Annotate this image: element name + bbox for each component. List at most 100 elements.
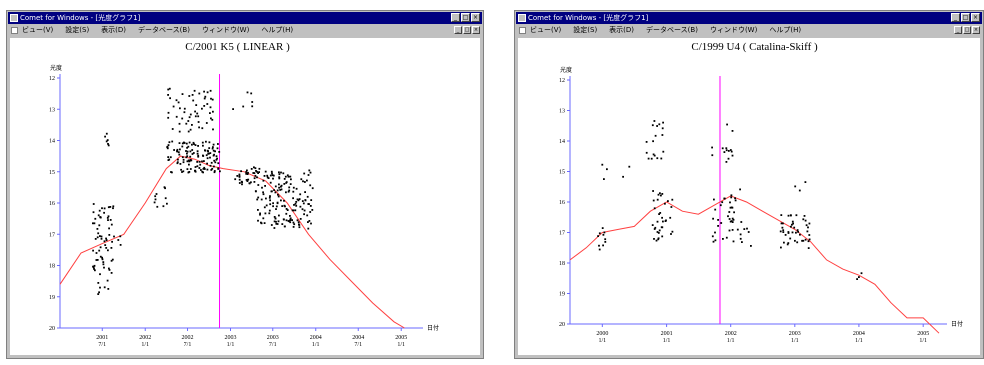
observation-point bbox=[112, 205, 115, 208]
observation-point bbox=[207, 152, 210, 155]
observation-point bbox=[177, 101, 180, 104]
observation-point bbox=[656, 220, 659, 223]
observation-point bbox=[201, 160, 203, 163]
menu-help[interactable]: ヘルプ(H) bbox=[261, 26, 294, 34]
menu-database[interactable]: データベース(B) bbox=[138, 26, 190, 34]
observation-point bbox=[660, 194, 662, 197]
observation-point bbox=[110, 247, 113, 249]
app-icon[interactable] bbox=[10, 14, 18, 22]
document-icon[interactable] bbox=[519, 27, 526, 34]
observation-point bbox=[739, 188, 741, 191]
observation-point bbox=[286, 209, 289, 211]
observation-point bbox=[269, 181, 272, 184]
observation-point bbox=[730, 220, 733, 222]
menu-view[interactable]: ビュー(V) bbox=[22, 26, 54, 34]
observation-point bbox=[287, 175, 290, 178]
observation-point bbox=[105, 239, 108, 241]
observation-point bbox=[278, 214, 280, 217]
menu-display[interactable]: 表示(D) bbox=[609, 26, 635, 34]
doc-minimize-button[interactable]: _ bbox=[954, 26, 962, 34]
x-tick-label: 7/1 bbox=[269, 342, 277, 348]
observation-point bbox=[218, 151, 221, 153]
observation-point bbox=[101, 258, 104, 261]
minimize-button[interactable]: _ bbox=[451, 13, 460, 22]
menu-view[interactable]: ビュー(V) bbox=[530, 26, 562, 34]
observation-point bbox=[97, 232, 100, 235]
observation-point bbox=[267, 177, 270, 179]
close-button[interactable]: × bbox=[971, 13, 980, 22]
observation-point bbox=[729, 206, 732, 209]
observation-point bbox=[780, 246, 782, 249]
observation-point bbox=[197, 145, 199, 147]
observation-point bbox=[794, 185, 797, 188]
observation-point bbox=[189, 150, 192, 153]
observation-point bbox=[188, 171, 191, 173]
observation-point bbox=[309, 205, 312, 207]
observation-point bbox=[270, 224, 273, 226]
menu-window[interactable]: ウィンドウ(W) bbox=[709, 26, 758, 34]
y-tick-label: 20 bbox=[49, 326, 55, 332]
observation-point bbox=[722, 238, 724, 240]
observation-point bbox=[657, 232, 660, 234]
observation-point bbox=[206, 162, 208, 165]
menu-settings[interactable]: 設定(S) bbox=[573, 26, 598, 34]
observation-point bbox=[178, 153, 181, 156]
observation-point bbox=[292, 186, 295, 189]
observation-point bbox=[100, 235, 103, 238]
title-bar[interactable]: Comet for Windows - [光度グラフ1] _ □ × bbox=[8, 12, 482, 24]
observation-point bbox=[731, 154, 734, 157]
menu-database[interactable]: データベース(B) bbox=[646, 26, 698, 34]
maximize-button[interactable]: □ bbox=[461, 13, 470, 22]
observation-point bbox=[258, 167, 261, 170]
doc-restore-button[interactable]: □ bbox=[463, 26, 471, 34]
x-tick-label: 2001 bbox=[661, 331, 673, 337]
app-icon[interactable] bbox=[518, 14, 526, 22]
observation-point bbox=[189, 155, 192, 158]
x-tick-label: 1/1 bbox=[919, 338, 927, 344]
document-icon[interactable] bbox=[11, 27, 18, 34]
observation-point bbox=[100, 237, 103, 240]
title-bar[interactable]: Comet for Windows - [光度グラフ1] _ □ × bbox=[516, 12, 982, 24]
menu-help[interactable]: ヘルプ(H) bbox=[769, 26, 802, 34]
observation-point bbox=[651, 124, 654, 127]
doc-close-button[interactable]: × bbox=[472, 26, 480, 34]
observation-point bbox=[271, 172, 273, 175]
close-button[interactable]: × bbox=[471, 13, 480, 22]
observation-point bbox=[598, 244, 600, 247]
menu-display[interactable]: 表示(D) bbox=[101, 26, 127, 34]
observation-point bbox=[179, 148, 181, 151]
observation-point bbox=[802, 239, 805, 242]
observation-point bbox=[725, 147, 728, 150]
observation-point bbox=[95, 259, 98, 261]
observation-point bbox=[253, 166, 255, 169]
observation-point bbox=[197, 154, 200, 157]
observation-point bbox=[787, 231, 790, 233]
x-tick-label: 1/1 bbox=[855, 338, 863, 344]
observation-point bbox=[798, 189, 801, 192]
observation-point bbox=[262, 193, 265, 196]
observation-point bbox=[247, 178, 250, 181]
observation-point bbox=[782, 222, 784, 225]
observation-point bbox=[711, 154, 714, 157]
doc-minimize-button[interactable]: _ bbox=[454, 26, 462, 34]
observation-point bbox=[211, 167, 214, 170]
menu-window[interactable]: ウィンドウ(W) bbox=[201, 26, 250, 34]
observation-point bbox=[210, 161, 213, 164]
observation-point bbox=[729, 220, 732, 223]
minimize-button[interactable]: _ bbox=[951, 13, 960, 22]
observation-point bbox=[654, 226, 657, 229]
observation-point bbox=[309, 184, 312, 187]
y-tick-label: 19 bbox=[49, 295, 55, 301]
observation-point bbox=[273, 227, 276, 229]
doc-restore-button[interactable]: □ bbox=[963, 26, 971, 34]
menu-settings[interactable]: 設定(S) bbox=[65, 26, 90, 34]
observation-point bbox=[782, 231, 785, 233]
observation-point bbox=[258, 171, 260, 173]
observation-point bbox=[153, 201, 156, 204]
observation-point bbox=[156, 205, 159, 208]
observation-point bbox=[196, 112, 199, 115]
doc-close-button[interactable]: × bbox=[972, 26, 980, 34]
maximize-button[interactable]: □ bbox=[961, 13, 970, 22]
observation-point bbox=[273, 216, 276, 218]
observation-point bbox=[307, 227, 310, 230]
